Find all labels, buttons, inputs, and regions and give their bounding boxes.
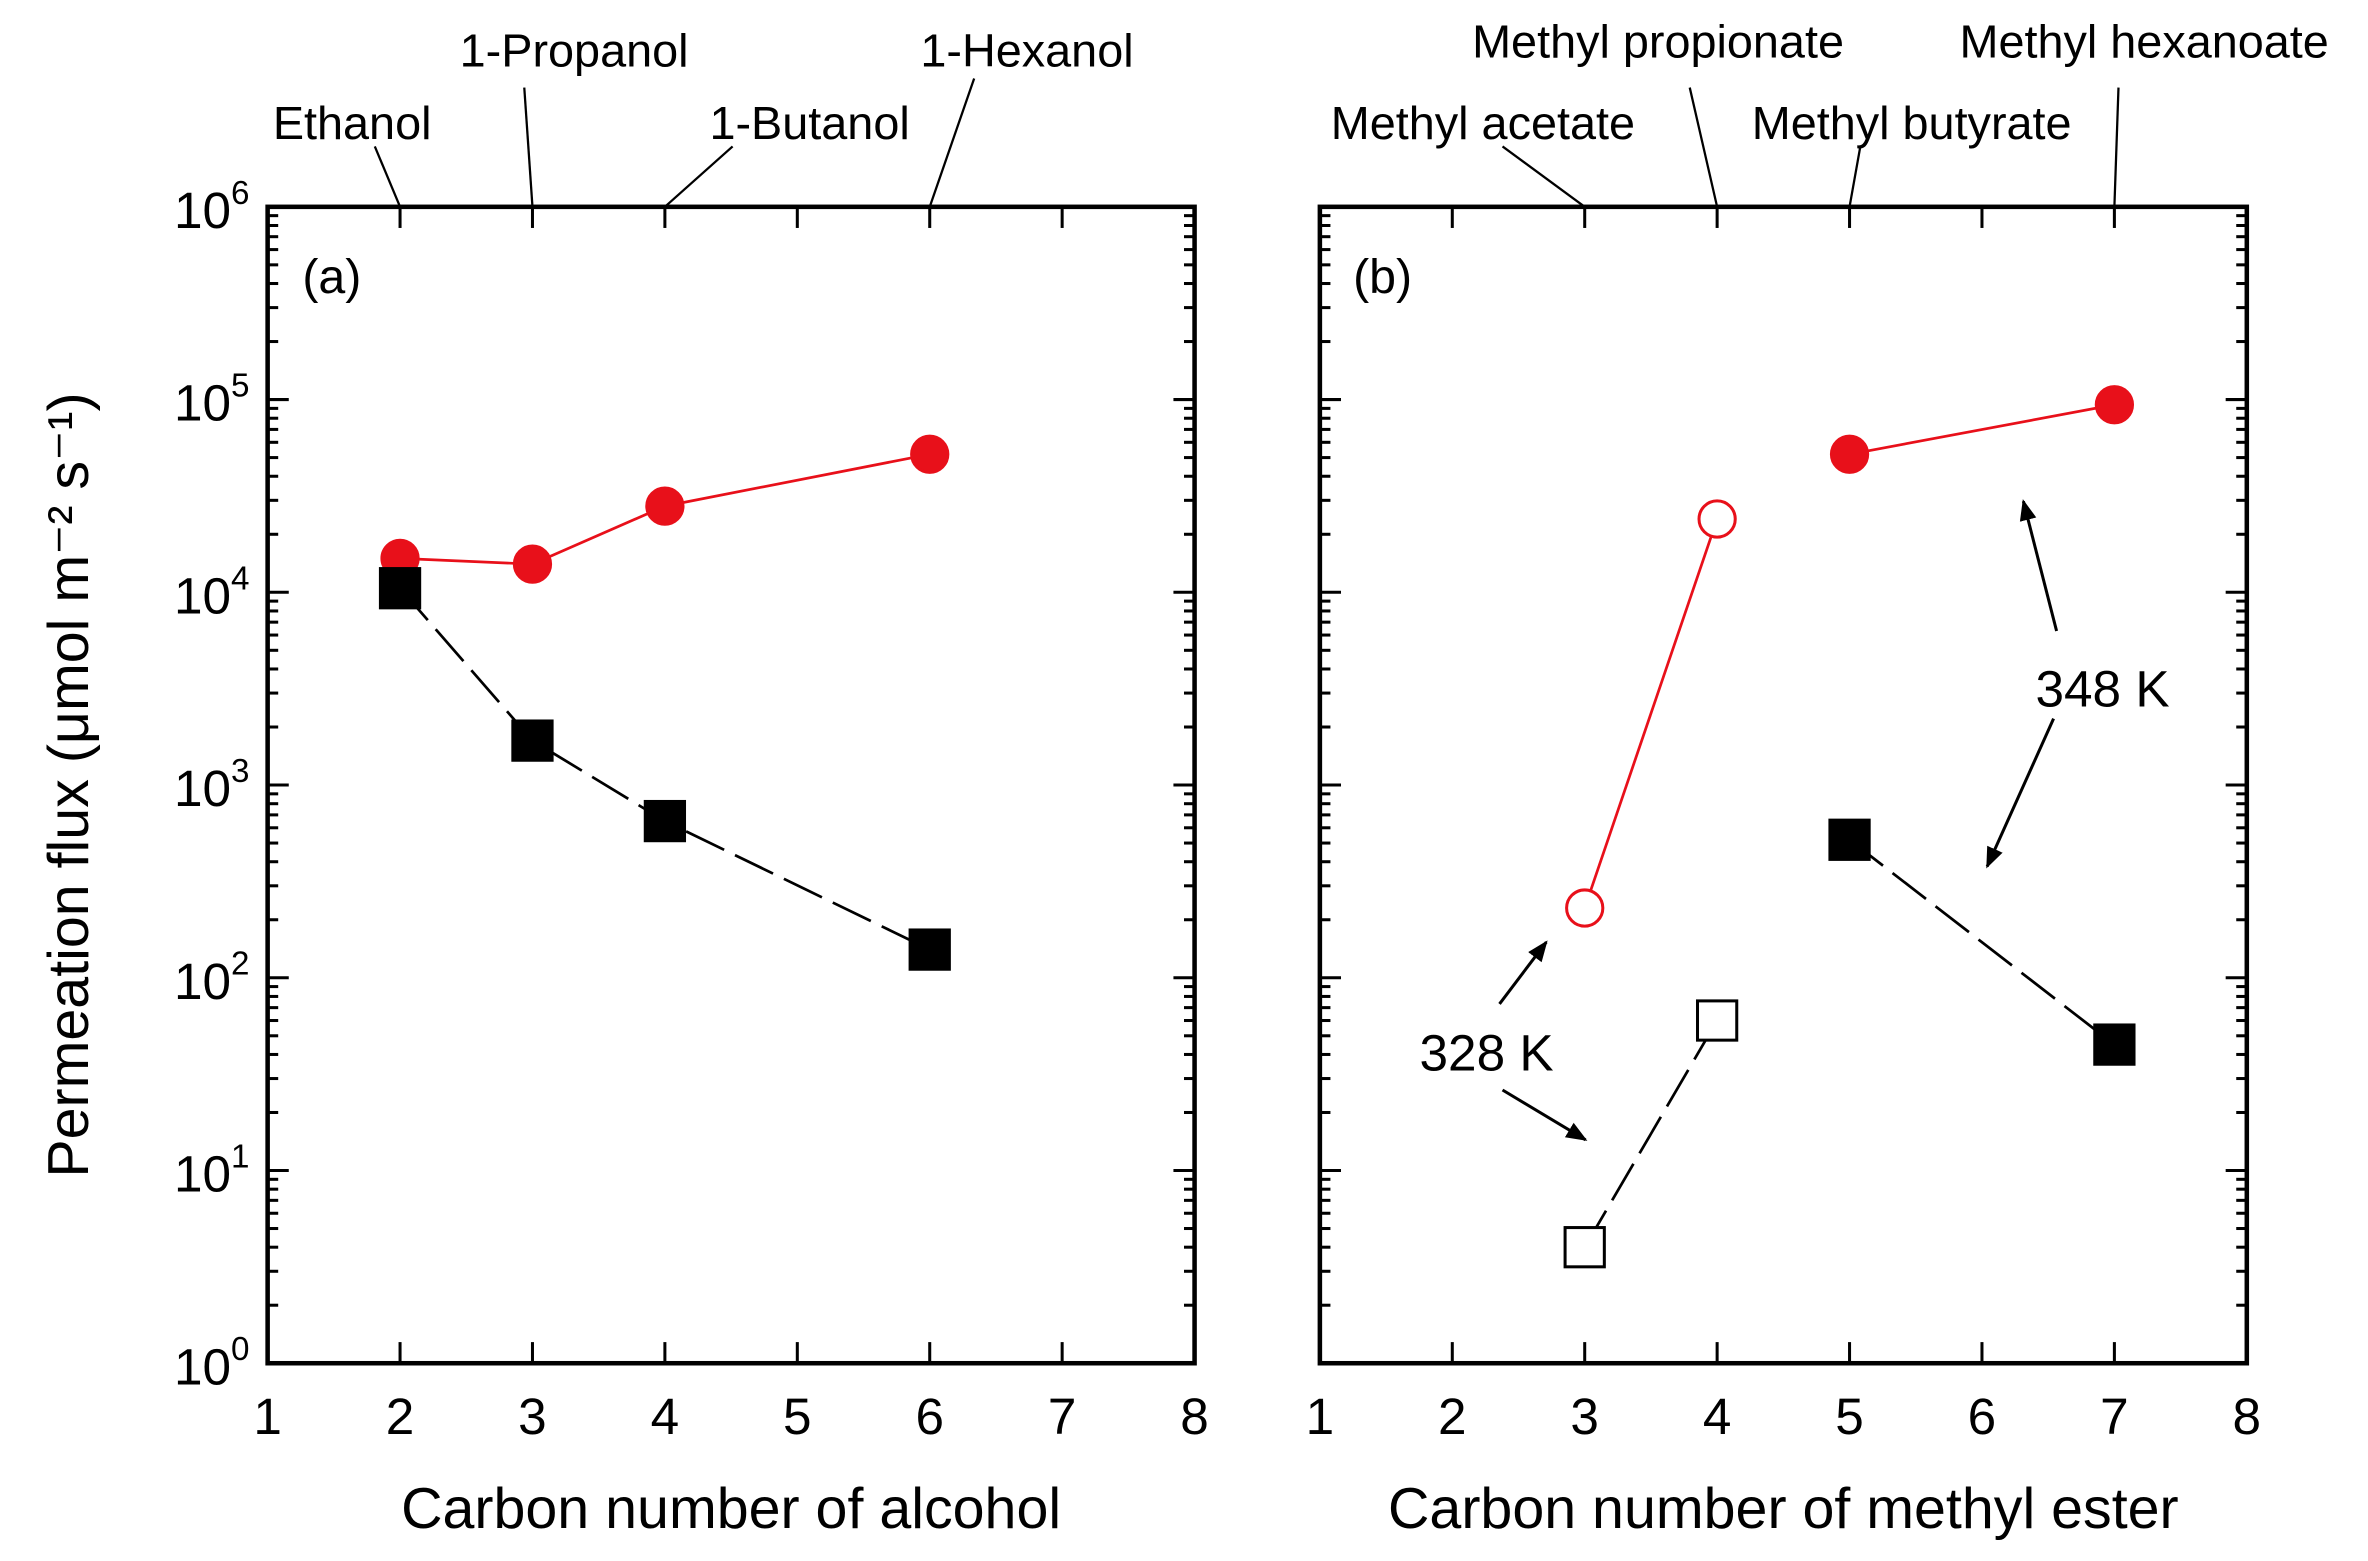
arrow-328k-up (1498, 940, 1548, 1005)
y-tick-label: 106 (174, 175, 250, 239)
plot-frame (265, 204, 1197, 1366)
x-tick-label: 1 (1306, 1388, 1335, 1445)
filled-circle-point (512, 544, 553, 584)
top-label-leader-line (523, 87, 534, 207)
y-tick-label: 104 (174, 560, 250, 624)
top-label-leader-line (928, 78, 976, 208)
filled-square-point (1828, 818, 1871, 861)
top-compound-label: Methyl acetate (1331, 97, 1635, 149)
top-compound-label: Methyl butyrate (1752, 97, 2072, 149)
filled-square-point (378, 567, 422, 610)
panel-label-a: (a) (302, 250, 361, 304)
filled-circle-point (645, 486, 685, 526)
x-tick-label: 5 (1835, 1388, 1864, 1445)
filled-square-point (511, 719, 554, 762)
plot-frame (1317, 204, 2250, 1366)
series-line (1583, 518, 1719, 909)
series-line (1848, 838, 2116, 1046)
arrow-328k-down (1501, 1088, 1588, 1142)
top-label-leader-line (2113, 87, 2120, 207)
y-tick-label: 102 (174, 946, 250, 1010)
series-line (1849, 403, 2115, 456)
filled-circle-point (1829, 434, 1870, 474)
y-axis-title: Permeation flux (μmol m⁻² s⁻¹) (37, 392, 101, 1177)
top-compound-label: 1-Butanol (709, 97, 909, 149)
x-tick-label: 4 (651, 1388, 680, 1445)
x-tick-label: 1 (253, 1388, 282, 1445)
panel-label-b: (b) (1353, 250, 1412, 304)
x-tick-label: 3 (1570, 1388, 1599, 1445)
top-label-leader-line (373, 146, 402, 208)
filled-circle-point (2094, 385, 2135, 425)
series-line (399, 452, 930, 566)
top-compound-label: Methyl propionate (1472, 15, 1844, 67)
y-tick-label: 101 (174, 1138, 250, 1202)
top-compound-label: Ethanol (273, 97, 432, 149)
top-label-leader-line (1688, 87, 1719, 208)
open-square-point (1695, 999, 1739, 1042)
x-tick-label: 2 (386, 1388, 415, 1445)
annotation-348k: 348 K (2035, 661, 2169, 718)
open-circle-point (1565, 888, 1605, 928)
x-tick-label: 8 (1180, 1388, 1209, 1445)
arrow-348k-up (2019, 499, 2059, 632)
annotation-328k: 328 K (1420, 1024, 1554, 1081)
x-tick-label: 6 (1968, 1388, 1997, 1445)
filled-square-point (643, 799, 687, 843)
filled-square-point (908, 928, 951, 971)
y-tick-label: 100 (174, 1331, 250, 1395)
top-label-leader-line (1501, 145, 1586, 208)
filled-square-point (2093, 1023, 2136, 1066)
x-tick-label: 5 (783, 1388, 812, 1445)
open-circle-point (1697, 499, 1737, 539)
arrow-348k-down (1985, 717, 2055, 869)
x-tick-label: 8 (2233, 1388, 2262, 1445)
top-compound-label: Methyl hexanoate (1960, 15, 2329, 67)
series-line (1583, 1019, 1719, 1248)
x-axis-title-a: Carbon number of alcohol (401, 1477, 1061, 1541)
top-compound-label: 1-Propanol (460, 24, 689, 76)
series-line (399, 587, 931, 951)
x-tick-label: 3 (518, 1388, 547, 1445)
x-axis-title-b: Carbon number of methyl ester (1388, 1477, 2179, 1541)
open-square-point (1563, 1226, 1606, 1269)
x-tick-label: 7 (2100, 1388, 2129, 1445)
x-tick-label: 4 (1703, 1388, 1732, 1445)
x-tick-label: 2 (1438, 1388, 1467, 1445)
top-label-leader-line (1848, 146, 1862, 208)
filled-circle-point (910, 434, 950, 474)
top-label-leader-line (664, 145, 734, 208)
x-tick-label: 7 (1048, 1388, 1077, 1445)
top-compound-label: 1-Hexanol (920, 24, 1133, 76)
y-tick-label: 103 (174, 753, 250, 817)
x-tick-label: 6 (915, 1388, 944, 1445)
y-tick-label: 105 (174, 368, 250, 432)
